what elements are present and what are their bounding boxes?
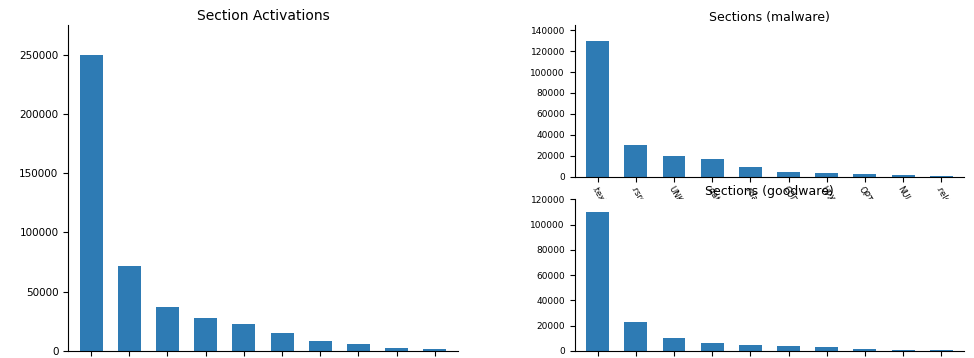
- Bar: [156, 307, 179, 351]
- Bar: [891, 175, 915, 176]
- Bar: [777, 346, 800, 351]
- Bar: [80, 55, 102, 351]
- Title: Section Activations: Section Activations: [197, 9, 329, 23]
- Bar: [777, 173, 800, 176]
- Bar: [662, 338, 686, 351]
- Title: Sections (malware): Sections (malware): [709, 11, 830, 24]
- Bar: [586, 212, 609, 351]
- Bar: [586, 41, 609, 176]
- Bar: [739, 167, 762, 176]
- Bar: [624, 322, 648, 351]
- Bar: [853, 174, 877, 176]
- Bar: [815, 347, 839, 351]
- Bar: [194, 318, 217, 351]
- Bar: [700, 159, 724, 176]
- Bar: [662, 156, 686, 176]
- Bar: [385, 348, 408, 351]
- Bar: [424, 349, 446, 351]
- Bar: [739, 344, 762, 351]
- Bar: [930, 350, 953, 351]
- Bar: [624, 145, 648, 176]
- Bar: [347, 344, 370, 351]
- Bar: [891, 349, 915, 351]
- Bar: [271, 333, 293, 351]
- Bar: [233, 324, 255, 351]
- Bar: [118, 266, 141, 351]
- Title: Sections (goodware): Sections (goodware): [705, 185, 834, 198]
- Bar: [815, 173, 839, 176]
- Bar: [700, 343, 724, 351]
- Bar: [853, 349, 877, 351]
- Bar: [309, 342, 332, 351]
